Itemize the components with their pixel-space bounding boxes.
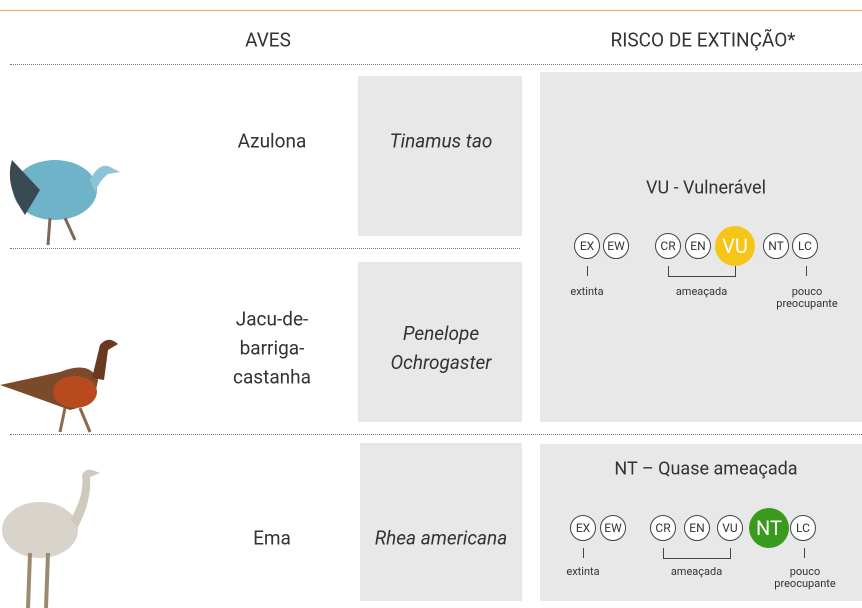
bracket: [668, 276, 736, 277]
name-box: [358, 76, 522, 236]
risk-status: NT – Quase ameaçada: [614, 458, 798, 480]
tick: [583, 548, 584, 558]
scale-label: ameaçada: [675, 285, 728, 298]
tick: [804, 548, 805, 558]
risk-category: CR: [655, 233, 681, 259]
scientific-name: Rhea americana: [374, 526, 508, 550]
risk-category: VU: [715, 226, 755, 266]
tick: [806, 266, 807, 276]
risk-category: LC: [790, 515, 816, 541]
scientific-name: Penelope Ochrogaster: [390, 322, 492, 374]
risk-category: EW: [603, 233, 629, 259]
risk-category: EN: [684, 515, 710, 541]
header-birds: AVES: [245, 28, 291, 52]
bracket: [663, 548, 664, 559]
risk-category: VU: [717, 515, 743, 541]
bird-name: Jacu-de-barriga-castanha: [233, 307, 311, 389]
bracket: [730, 548, 731, 559]
risk-category: EN: [685, 233, 711, 259]
scale-label: ameaçada: [670, 565, 723, 578]
risk-category: EX: [570, 515, 596, 541]
risk-category: EX: [574, 233, 600, 259]
name-box: [360, 443, 522, 601]
bracket: [668, 266, 669, 277]
bird-image: [0, 339, 118, 433]
risk-category: NT: [749, 508, 789, 548]
tick: [587, 266, 588, 276]
header-risk: RISCO DE EXTINÇÃO*: [610, 28, 796, 52]
scale-label: pouco preocupante: [774, 565, 836, 590]
risk-category: CR: [650, 515, 676, 541]
bird-name: Ema: [253, 526, 291, 550]
bird-name: Azulona: [237, 129, 307, 153]
bird-image: [9, 160, 120, 246]
divider: [10, 248, 520, 249]
risk-category: NT: [763, 233, 789, 259]
divider: [10, 64, 862, 65]
scale-label: pouco preocupante: [776, 285, 838, 310]
divider: [10, 434, 862, 435]
top-rule: [0, 10, 862, 11]
scale-label: extinta: [570, 285, 604, 298]
bracket: [663, 558, 731, 559]
name-box: [358, 262, 522, 422]
risk-category: EW: [600, 515, 626, 541]
scale-label: extinta: [566, 565, 600, 578]
scientific-name: Tinamus tao: [389, 129, 493, 153]
risk-category: LC: [792, 233, 818, 259]
bird-image: [2, 469, 100, 608]
risk-status: VU - Vulnerável: [646, 177, 766, 199]
bracket: [735, 266, 736, 277]
